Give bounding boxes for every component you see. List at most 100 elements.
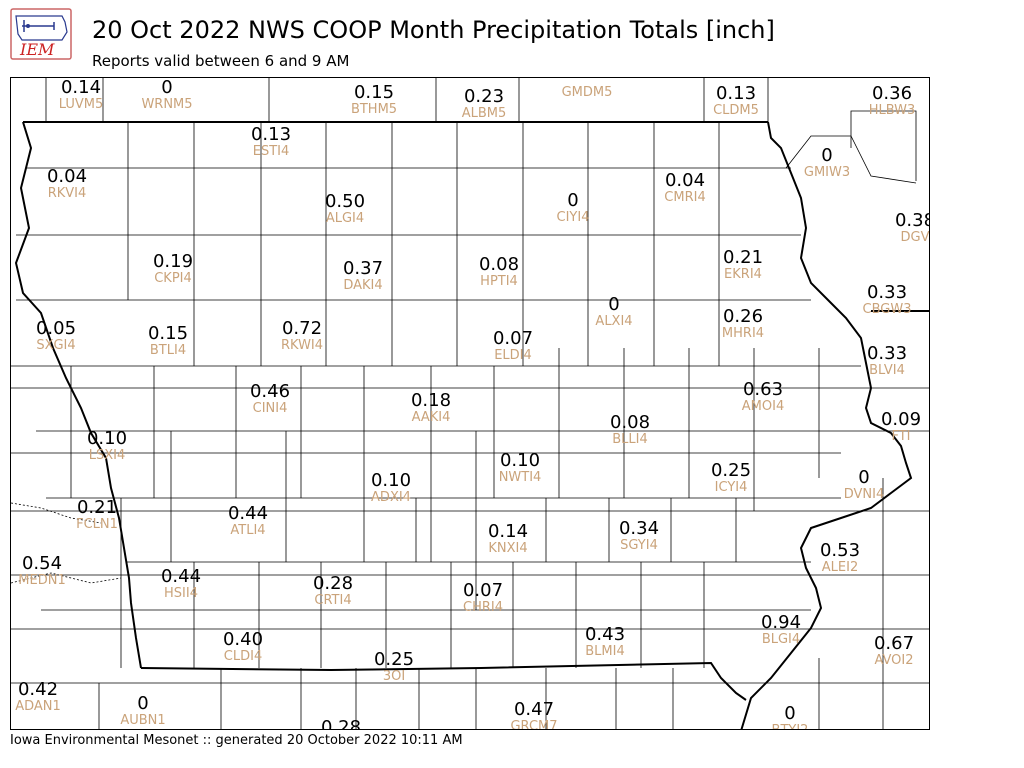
station-adxi4: 0.10 ADXI4 xyxy=(371,471,411,505)
station-id: WRNM5 xyxy=(141,97,193,112)
station-id: ALBM5 xyxy=(461,106,507,121)
station-grcm7: 0.47 GRCM7 xyxy=(510,700,557,730)
station-crti4: 0.28 CRTI4 xyxy=(313,574,353,608)
station-id: GMDM5 xyxy=(561,85,613,100)
station-id: CBGW3 xyxy=(862,302,912,317)
station-alxi4: 0 ALXI4 xyxy=(595,295,632,329)
station-bthm5: 0.15 BTHM5 xyxy=(351,83,397,117)
station-ciyi4: 0 CIYI4 xyxy=(557,191,590,225)
station-btli4: 0.15 BTLI4 xyxy=(148,324,188,358)
station-id: BLLI4 xyxy=(612,432,648,447)
precip-value: 0.53 xyxy=(819,540,861,561)
station-eldi4: 0.07 ELDI4 xyxy=(493,329,533,363)
station-id: BTHM5 xyxy=(350,102,398,117)
station-icyi4: 0.25 ICYI4 xyxy=(711,461,751,495)
precip-value: 0.34 xyxy=(618,518,660,539)
station-id: GRCM7 xyxy=(510,719,558,730)
precip-value: 0.10 xyxy=(499,450,541,471)
station-id: LUVM5 xyxy=(58,97,104,112)
station-id: RKWI4 xyxy=(280,338,324,353)
map-title: 20 Oct 2022 NWS COOP Month Precipitation… xyxy=(92,16,775,44)
station-avoi2: 0.67 AVOI2 xyxy=(874,634,914,668)
precip-value: 0.25 xyxy=(710,460,752,481)
station-blgi4: 0.94 BLGI4 xyxy=(761,613,801,647)
precip-value: 0.21 xyxy=(722,247,764,268)
station-dgv: 0.38DGV xyxy=(894,210,929,245)
station-rkwi4: 0.72 RKWI4 xyxy=(281,319,323,353)
precip-value: 0.10 xyxy=(370,470,412,491)
station-daki4: 0.37 DAKI4 xyxy=(343,259,383,293)
station-ckpi4: 0.19 CKPI4 xyxy=(153,252,193,286)
precip-value: 0.23 xyxy=(463,86,505,107)
station-id: GMIW3 xyxy=(803,165,851,180)
precip-value: 0.28 xyxy=(312,573,354,594)
county-map xyxy=(11,78,929,729)
precip-value: 0.33 xyxy=(866,343,908,364)
station-gmdm5: GMDM5 xyxy=(562,86,613,100)
station-id: MEDN1 xyxy=(18,573,66,588)
station-wrnm5: 0 WRNM5 xyxy=(141,78,192,112)
station-cini4: 0.46 CINI4 xyxy=(250,382,290,416)
station-id: CKPI4 xyxy=(154,271,192,286)
precip-value: 0.63 xyxy=(742,379,784,400)
station-algi4: 0.50 ALGI4 xyxy=(325,192,365,226)
station-3oi: 0.25 3OI xyxy=(374,650,414,684)
station-id: BLVI4 xyxy=(869,363,905,378)
station-id: CMRI4 xyxy=(664,190,706,205)
station-id: HSII4 xyxy=(164,586,198,601)
station-medn1: 0.54 MEDN1 xyxy=(18,554,65,588)
station-dvni4: 0 DVNI4 xyxy=(844,468,885,502)
station-id: FCLN1 xyxy=(76,517,118,532)
precip-value: 0.42 xyxy=(17,679,59,700)
precip-value: 0.13 xyxy=(250,124,292,145)
station-nwti4: 0.10 NWTI4 xyxy=(499,451,542,485)
station-alei2: 0.53 ALEI2 xyxy=(820,541,860,575)
station-id: DAKI4 xyxy=(343,278,383,293)
station-id: EKRI4 xyxy=(724,267,762,282)
station-mhri4: 0.26 MHRI4 xyxy=(722,307,764,341)
precip-value: 0.18 xyxy=(410,390,452,411)
precip-value: 0.19 xyxy=(152,251,194,272)
precip-value: 0.36 xyxy=(871,83,913,104)
precip-value: 0.72 xyxy=(281,318,323,339)
precip-value: 0.10 xyxy=(86,428,128,449)
station-aaki4: 0.18 AAKI4 xyxy=(411,391,451,425)
footer-credit: Iowa Environmental Mesonet :: generated … xyxy=(10,733,463,748)
precip-value: 0.44 xyxy=(160,566,202,587)
precip-value: 0.54 xyxy=(21,553,63,574)
station-id: AAKI4 xyxy=(411,410,451,425)
precip-value: 0.04 xyxy=(664,170,706,191)
station-hlbw3: 0.36 HLBW3 xyxy=(869,84,916,118)
station-fti: 0.09 FTI xyxy=(881,410,921,444)
station-cldi4: 0.40 CLDI4 xyxy=(223,630,263,664)
station-id: ATLI4 xyxy=(230,523,266,538)
station-id: ALXI4 xyxy=(595,314,633,329)
map-panel: 0.14 LUVM5 0 WRNM5 0.15 BTHM5 0.23 ALBM5 GMDM5 0.… xyxy=(10,77,930,730)
station-id: RKVI4 xyxy=(47,186,87,201)
precip-value: 0 xyxy=(821,145,833,166)
station-esti4: 0.13 ESTI4 xyxy=(251,125,291,159)
precip-value: 0 xyxy=(161,77,173,98)
station-id: ESTI4 xyxy=(252,144,290,159)
station-id: ADXI4 xyxy=(371,490,411,505)
precip-value: 0 xyxy=(567,190,579,211)
station-id: ELDI4 xyxy=(494,348,532,363)
station-id: CINI4 xyxy=(252,401,288,416)
station-gmiw3: 0 GMIW3 xyxy=(804,146,850,180)
precip-value: 0.46 xyxy=(249,381,291,402)
precip-value: 0.13 xyxy=(715,83,757,104)
station-adan1: 0.42 ADAN1 xyxy=(15,680,61,714)
station-id: ADAN1 xyxy=(15,699,61,714)
logo-text: IEM xyxy=(19,40,55,59)
precip-value: 0.05 xyxy=(35,318,77,339)
station-id: ALGI4 xyxy=(325,211,365,226)
precip-value: 0.43 xyxy=(584,624,626,645)
station-knxi4: 0.14 KNXI4 xyxy=(488,522,528,556)
station-cldm5: 0.13 CLDM5 xyxy=(713,84,759,118)
precip-value: 0.07 xyxy=(492,328,534,349)
station-albm5: 0.23 ALBM5 xyxy=(462,87,507,121)
precip-value: 0.14 xyxy=(60,77,102,98)
station-id: NWTI4 xyxy=(498,470,542,485)
precip-value: 0.38 xyxy=(894,210,929,231)
station-cmri4: 0.04 CMRI4 xyxy=(664,171,705,205)
